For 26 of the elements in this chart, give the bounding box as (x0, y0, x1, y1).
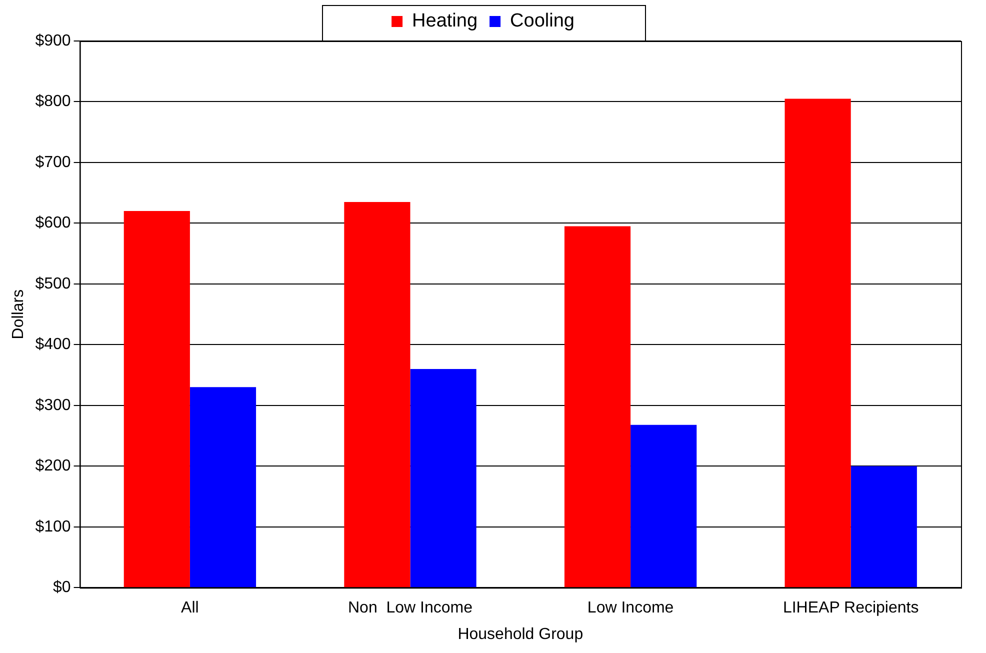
bar (630, 424, 697, 588)
y-tick-label: $200 (35, 458, 71, 475)
y-tick-label: $400 (35, 336, 71, 354)
x-tick-label: Non Low Income (348, 600, 473, 617)
y-tick-label: $600 (35, 214, 71, 232)
y-tick-label: $900 (35, 32, 71, 50)
bar (410, 368, 476, 588)
y-tick-label: $800 (35, 93, 71, 110)
legend-label: Heating (412, 10, 478, 32)
bar (850, 466, 917, 588)
x-tick-label: Low Income (587, 600, 674, 617)
bar (190, 387, 256, 588)
bar (124, 211, 190, 588)
bar (564, 226, 631, 588)
x-tick-label: All (181, 600, 199, 617)
x-axis-title: Household Group (458, 626, 584, 643)
bar (784, 98, 851, 588)
x-tick-label: LIHEAP Recipients (782, 600, 919, 617)
legend-label: Cooling (510, 10, 574, 32)
y-tick-label: $0 (52, 579, 71, 596)
y-axis-title: Dollars (10, 289, 28, 340)
y-tick-label: $500 (35, 275, 71, 292)
y-tick-label: $700 (35, 154, 71, 171)
y-tick-label: $300 (35, 396, 71, 414)
bar (344, 202, 410, 588)
y-tick-label: $100 (35, 518, 71, 536)
